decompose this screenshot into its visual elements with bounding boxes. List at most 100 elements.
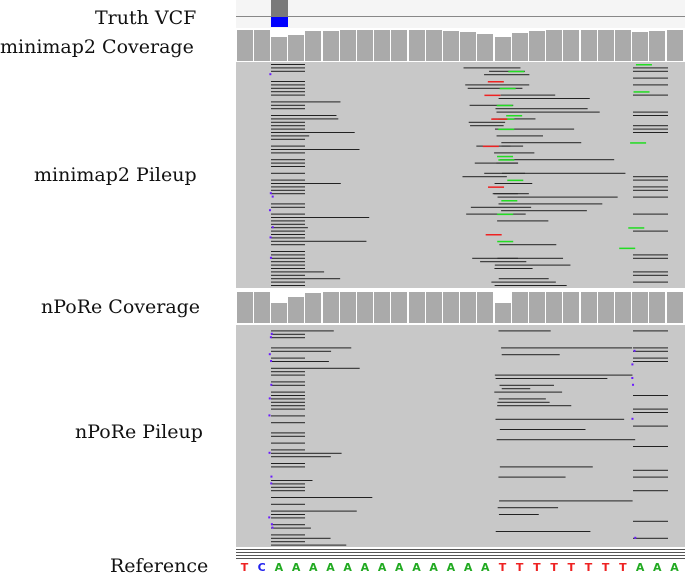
read-segment	[271, 463, 305, 464]
vcf-genotype-block[interactable]	[271, 0, 288, 17]
read-segment	[633, 111, 668, 113]
insertion-marker	[268, 516, 271, 519]
reference-base[interactable]: A	[326, 561, 335, 574]
read-segment	[271, 456, 331, 458]
read-segment	[271, 217, 370, 218]
read-segment	[497, 401, 550, 403]
read-segment	[633, 176, 668, 178]
coverage-bar	[408, 292, 425, 323]
read-segment	[633, 274, 668, 276]
reference-base[interactable]: A	[360, 561, 370, 574]
reference-base[interactable]: A	[653, 561, 662, 574]
minimap2-coverage-label: minimap2 Coverage	[0, 36, 194, 58]
read-segment	[271, 115, 337, 116]
reference-base[interactable]: T	[515, 561, 524, 574]
reference-base[interactable]: A	[635, 561, 645, 574]
read-segment	[466, 213, 526, 215]
reference-base[interactable]: A	[377, 561, 387, 574]
reference-base[interactable]: T	[498, 561, 507, 574]
reference-base[interactable]: A	[481, 561, 490, 574]
read-segment	[633, 128, 668, 130]
coverage-bar	[236, 30, 253, 61]
reference-base[interactable]: A	[412, 561, 421, 574]
read-segment	[271, 240, 367, 242]
coverage-bar	[442, 292, 460, 323]
mismatch-marker	[498, 159, 515, 161]
coverage-bar	[288, 297, 305, 323]
mismatch-marker	[484, 94, 501, 97]
reference-base[interactable]: A	[291, 561, 301, 574]
npore-pileup-track[interactable]	[236, 325, 685, 547]
coverage-bar	[460, 32, 477, 61]
read-segment	[271, 179, 305, 181]
read-segment	[468, 121, 506, 123]
read-segment	[494, 183, 533, 184]
mismatch-marker	[496, 104, 513, 107]
coverage-bar	[649, 31, 666, 61]
reference-base[interactable]: A	[309, 561, 318, 574]
reference-separator	[236, 548, 685, 560]
coverage-bar	[339, 30, 356, 61]
read-segment	[271, 408, 305, 410]
insertion-marker	[633, 349, 636, 352]
insertion-marker	[634, 536, 637, 539]
read-segment	[633, 67, 668, 69]
reference-base[interactable]: T	[601, 561, 610, 574]
reference-base[interactable]: A	[274, 561, 284, 574]
truth-vcf-track[interactable]	[236, 0, 685, 28]
read-segment	[633, 350, 668, 352]
reference-base[interactable]: A	[463, 561, 473, 574]
reference-base[interactable]: A	[343, 561, 352, 574]
insertion-marker	[271, 195, 274, 198]
coverage-bar	[339, 292, 356, 323]
reference-base[interactable]: T	[240, 561, 249, 574]
read-segment	[271, 361, 329, 362]
read-segment	[494, 374, 633, 376]
read-segment	[271, 442, 305, 444]
reference-base[interactable]: A	[670, 561, 679, 574]
coverage-bar	[597, 292, 614, 323]
read-segment	[494, 152, 535, 154]
read-segment	[271, 285, 305, 286]
read-segment	[633, 469, 668, 471]
reference-base[interactable]: T	[619, 561, 627, 574]
read-segment	[271, 186, 305, 188]
read-segment	[494, 285, 567, 286]
reference-base[interactable]: A	[446, 561, 456, 574]
insertion-marker	[268, 209, 271, 212]
minimap2-pileup-track[interactable]	[236, 62, 685, 288]
coverage-bar	[580, 292, 597, 323]
read-segment	[271, 206, 305, 208]
reference-base[interactable]: C	[257, 561, 266, 574]
read-segment	[633, 179, 668, 181]
insertion-marker	[269, 192, 272, 195]
read-segment	[271, 203, 305, 205]
read-segment	[501, 142, 582, 144]
reference-base[interactable]: T	[584, 561, 593, 574]
reference-base[interactable]: T	[533, 561, 541, 574]
read-segment	[271, 81, 305, 82]
read-segment	[633, 347, 668, 349]
minimap2-coverage-track[interactable]	[236, 28, 685, 61]
read-segment	[633, 361, 668, 362]
read-segment	[271, 149, 360, 150]
read-segment	[633, 271, 668, 273]
npore-pileup-label: nPoRe Pileup	[75, 421, 203, 443]
read-segment	[271, 435, 305, 437]
mismatch-marker	[633, 91, 650, 93]
reference-base[interactable]: A	[429, 561, 438, 574]
npore-coverage-track[interactable]	[236, 290, 685, 323]
coverage-bar	[425, 30, 442, 61]
read-segment	[271, 480, 313, 481]
reference-base[interactable]: T	[550, 561, 558, 574]
vcf-variant-block[interactable]	[271, 17, 288, 27]
coverage-bar	[563, 292, 580, 323]
insertion-marker	[269, 256, 272, 259]
reference-base[interactable]: A	[395, 561, 404, 574]
insertion-marker	[631, 417, 634, 420]
read-segment	[271, 268, 305, 269]
read-segment	[271, 398, 305, 400]
read-segment	[271, 517, 306, 519]
reference-base[interactable]: T	[567, 561, 576, 574]
